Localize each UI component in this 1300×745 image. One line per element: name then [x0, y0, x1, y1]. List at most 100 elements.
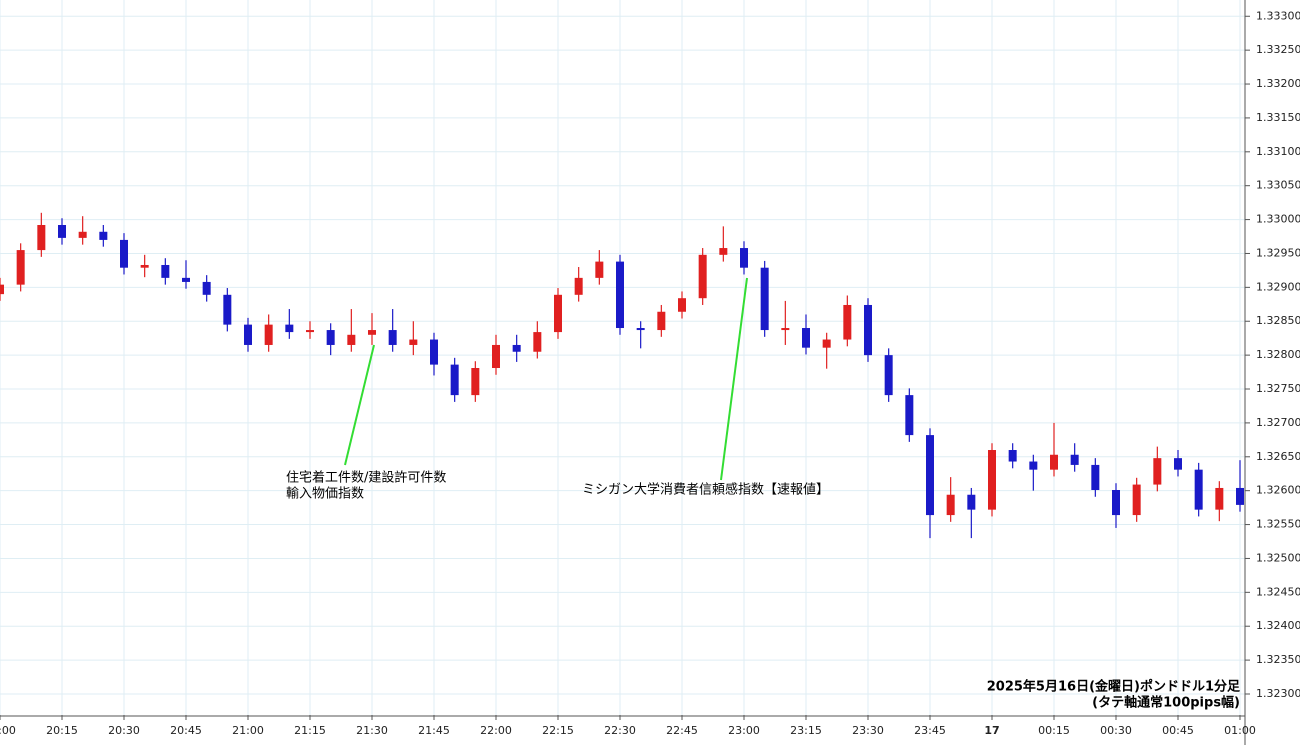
y-tick-label: 1.32400 [1256, 619, 1300, 632]
candle-body [616, 261, 624, 329]
x-tick-label: 23:30 [852, 724, 884, 737]
candle-body [244, 324, 252, 345]
candle-body [1070, 454, 1079, 465]
candle-body [471, 368, 480, 396]
x-tick-label: 01:00 [1224, 724, 1256, 737]
x-tick-label: 23:45 [914, 724, 946, 737]
candle-body [492, 344, 500, 369]
y-tick-label: 1.33050 [1256, 179, 1300, 192]
caption: 2025年5月16日(金曜日)ポンドドル1分足 [987, 679, 1241, 695]
candle-body [409, 339, 418, 345]
x-tick-label: 20:00 [0, 724, 16, 737]
candle-body [946, 494, 955, 516]
candle-body [99, 231, 108, 240]
candle-body [905, 395, 914, 436]
annotation-line [720, 277, 748, 481]
y-tick-label: 1.33200 [1256, 77, 1300, 90]
y-tick-label: 1.32850 [1256, 314, 1300, 327]
candle-body [368, 330, 376, 335]
candle-body [843, 304, 852, 340]
candle-body [678, 298, 686, 312]
candle-body [37, 225, 46, 251]
x-tick-label: 23:00 [728, 724, 760, 737]
x-tick-label: 00:15 [1038, 724, 1070, 737]
annotation: ミシガン大学消費者信頼感指数【速報値】 [582, 482, 829, 498]
x-tick-label: 21:15 [294, 724, 326, 737]
candle-body [1132, 484, 1141, 516]
candle-body [1194, 469, 1203, 510]
y-tick-label: 1.32950 [1256, 246, 1300, 259]
candle-body [1029, 461, 1038, 470]
candle-body [264, 324, 273, 345]
x-tick-label: 22:00 [480, 724, 512, 737]
x-tick-label: 21:00 [232, 724, 264, 737]
x-tick-label: 21:30 [356, 724, 388, 737]
y-tick-label: 1.33000 [1256, 213, 1300, 226]
y-tick-label: 1.32500 [1256, 551, 1300, 564]
candle-body [306, 330, 314, 333]
candle-body [988, 450, 996, 510]
caption: (タテ軸通常100pips幅) [1092, 695, 1240, 711]
candle-body [1050, 454, 1058, 470]
candle-body [781, 328, 790, 331]
candle-body [120, 239, 128, 268]
x-tick-label: 21:45 [418, 724, 450, 737]
x-tick-label: 17 [984, 724, 999, 737]
candle-body [1174, 458, 1182, 470]
candle-body [161, 264, 170, 278]
x-tick-label: 22:15 [542, 724, 574, 737]
annotation-line [344, 344, 375, 466]
y-tick-label: 1.32600 [1256, 484, 1300, 497]
y-tick-label: 1.32300 [1256, 687, 1300, 700]
candle-body [884, 355, 893, 396]
candle-body [574, 277, 583, 295]
annotation: 輸入物価指数 [286, 487, 364, 502]
x-tick-label: 20:15 [46, 724, 78, 737]
candle-body [1236, 487, 1244, 505]
y-tick-label: 1.32450 [1256, 585, 1300, 598]
x-tick-label: 20:30 [108, 724, 140, 737]
candle-body [1112, 489, 1120, 516]
x-tick-label: 00:45 [1162, 724, 1194, 737]
candle-body [533, 332, 542, 352]
y-tick-label: 1.32800 [1256, 348, 1300, 361]
candle-body [1091, 464, 1100, 490]
candle-body [967, 494, 976, 510]
candle-body [430, 339, 438, 365]
candle-body [78, 231, 87, 238]
candle-body [0, 284, 4, 295]
y-tick-label: 1.32550 [1256, 518, 1300, 531]
candle-body [450, 364, 459, 396]
candle-body [223, 294, 232, 325]
x-tick-label: 00:30 [1100, 724, 1132, 737]
candle-body [182, 277, 190, 282]
y-tick-label: 1.32900 [1256, 280, 1300, 293]
x-tick-label: 23:15 [790, 724, 822, 737]
y-tick-label: 1.33250 [1256, 43, 1300, 56]
candle-body [657, 311, 666, 331]
candle-body [16, 250, 25, 285]
candle-body [285, 324, 294, 333]
candle-body [326, 330, 335, 345]
y-tick-label: 1.32650 [1256, 450, 1300, 463]
candle-body [802, 328, 810, 348]
candle-body [595, 261, 604, 278]
candle-body [719, 248, 728, 255]
candle-body [822, 339, 831, 348]
candle-body [1215, 487, 1224, 510]
y-tick-label: 1.32350 [1256, 653, 1300, 666]
x-tick-label: 22:45 [666, 724, 698, 737]
y-tick-label: 1.33300 [1256, 9, 1300, 22]
x-tick-label: 20:45 [170, 724, 202, 737]
y-tick-label: 1.32700 [1256, 416, 1300, 429]
candle-body [140, 264, 149, 268]
candle-body [698, 254, 707, 299]
candle-body [347, 334, 356, 345]
candle-body [636, 328, 645, 331]
x-tick-label: 22:30 [604, 724, 636, 737]
candle-body [388, 330, 397, 345]
y-tick-label: 1.33150 [1256, 111, 1300, 124]
y-tick-label: 1.32750 [1256, 382, 1300, 395]
annotation: 住宅着工件数/建設許可件数 [286, 470, 446, 486]
